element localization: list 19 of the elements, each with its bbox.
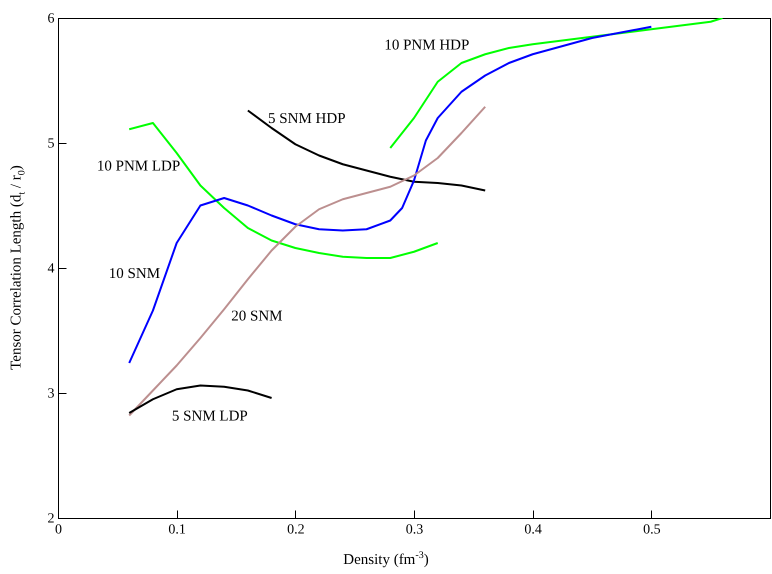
series-label: 10 PNM LDP	[96, 158, 180, 174]
series-label: 10 PNM HDP	[384, 37, 470, 54]
y-tick-label: 6	[48, 12, 54, 26]
x-tick-label: 0	[55, 522, 62, 538]
x-tick-label: 0.4	[524, 522, 542, 538]
x-tick-label: 0.2	[287, 522, 305, 538]
series-label: 5 SNM HDP	[268, 111, 346, 127]
x-tick-label: 0.5	[643, 522, 661, 538]
series-label: 20 SNM	[231, 308, 283, 324]
series-label: 5 SNM LDP	[172, 408, 248, 424]
x-axis-title: Density (fm$^{-3}$)	[342, 550, 430, 569]
y-tick-label: 5	[48, 136, 54, 152]
series-label: 10 SNM	[108, 266, 160, 282]
y-tick-label: 4	[48, 262, 54, 276]
y-tick-label: 3	[48, 386, 54, 402]
line-series	[246, 110, 486, 192]
y-tick-label: 2	[48, 512, 54, 526]
x-tick-label: 0.1	[168, 522, 186, 538]
x-tick-label: 0.3	[406, 522, 424, 538]
